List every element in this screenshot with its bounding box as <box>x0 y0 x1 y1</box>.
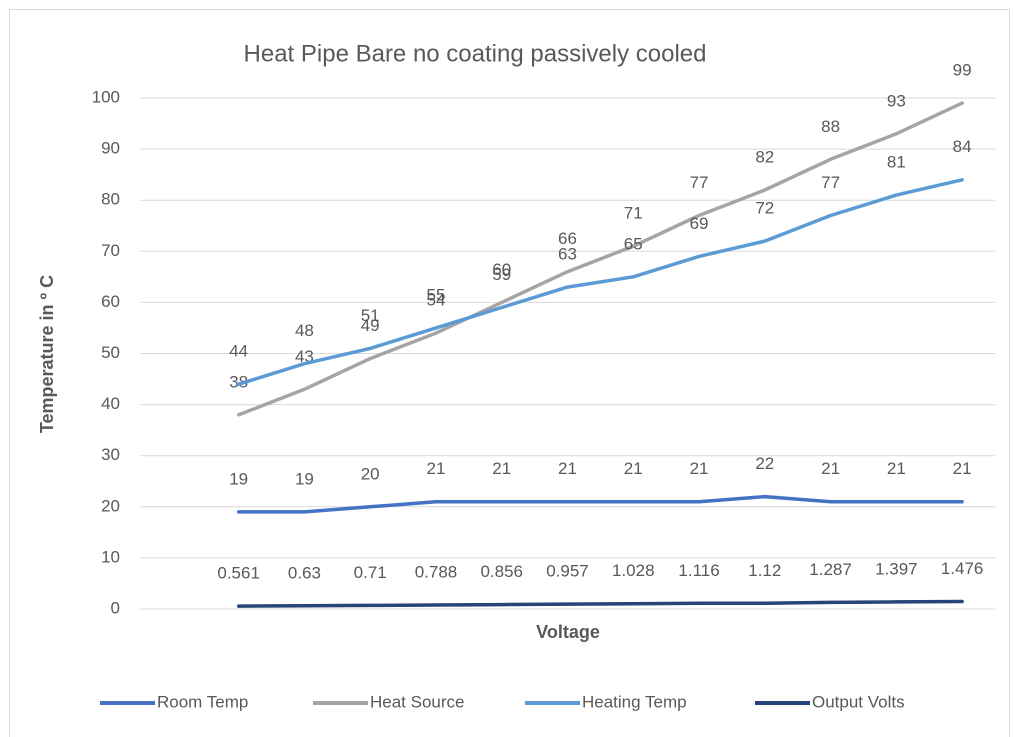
data-label: 88 <box>821 117 840 136</box>
y-tick-label: 70 <box>101 241 120 260</box>
y-tick-label: 30 <box>101 445 120 464</box>
chart-frame <box>9 9 1010 737</box>
data-label: 0.71 <box>354 563 387 582</box>
data-label: 20 <box>361 464 380 483</box>
data-label: 59 <box>492 265 511 284</box>
data-label: 72 <box>755 199 774 218</box>
y-tick-label: 60 <box>101 292 120 311</box>
data-label: 48 <box>295 321 314 340</box>
data-label: 1.028 <box>612 561 655 580</box>
data-label: 99 <box>953 61 972 80</box>
data-label: 22 <box>755 454 774 473</box>
data-label: 0.788 <box>415 562 458 581</box>
data-label: 0.63 <box>288 563 321 582</box>
y-tick-label: 100 <box>92 87 120 106</box>
data-label: 21 <box>887 459 906 478</box>
x-axis-title: Voltage <box>536 622 600 642</box>
data-label: 38 <box>229 372 248 391</box>
data-label: 0.856 <box>480 562 523 581</box>
data-label: 84 <box>953 137 972 156</box>
y-tick-label: 80 <box>101 190 120 209</box>
data-label: 51 <box>361 306 380 325</box>
y-tick-label: 90 <box>101 139 120 158</box>
data-label: 21 <box>821 459 840 478</box>
data-label: 0.561 <box>217 564 260 583</box>
data-label: 71 <box>624 204 643 223</box>
data-label: 21 <box>690 459 709 478</box>
series-line <box>236 494 964 514</box>
data-label: 21 <box>427 459 446 478</box>
y-tick-label: 0 <box>111 598 120 617</box>
series-line <box>236 101 964 417</box>
data-label: 1.12 <box>748 561 781 580</box>
data-label: 65 <box>624 234 643 253</box>
data-label: 19 <box>229 469 248 488</box>
data-label: 1.397 <box>875 559 918 578</box>
legend-label: Output Volts <box>812 692 905 711</box>
data-label: 82 <box>755 147 774 166</box>
legend-label: Heating Temp <box>582 692 687 711</box>
data-label: 54 <box>427 291 446 310</box>
data-label: 1.116 <box>678 561 719 580</box>
data-label: 1.476 <box>941 559 984 578</box>
data-label: 21 <box>492 459 511 478</box>
data-label: 66 <box>558 229 577 248</box>
data-label: 21 <box>953 459 972 478</box>
y-tick-label: 10 <box>101 547 120 566</box>
data-label: 0.957 <box>546 562 589 581</box>
series-line <box>236 178 964 386</box>
data-label: 77 <box>821 173 840 192</box>
y-tick-label: 50 <box>101 343 120 362</box>
data-label: 44 <box>229 342 248 361</box>
y-axis-title: Temperature in º C <box>37 275 57 433</box>
data-label: 69 <box>690 214 709 233</box>
chart-title: Heat Pipe Bare no coating passively cool… <box>244 40 707 67</box>
data-label: 1.287 <box>809 560 852 579</box>
data-label: 19 <box>295 469 314 488</box>
data-label: 77 <box>690 173 709 192</box>
legend-label: Heat Source <box>370 692 465 711</box>
data-label: 49 <box>361 316 380 335</box>
data-label: 93 <box>887 91 906 110</box>
legend-label: Room Temp <box>157 692 248 711</box>
data-label: 63 <box>558 245 577 264</box>
data-label: 60 <box>492 260 511 279</box>
data-label: 21 <box>558 459 577 478</box>
data-label: 81 <box>887 153 906 172</box>
data-label: 55 <box>427 285 446 304</box>
data-label: 21 <box>624 459 643 478</box>
series-line <box>236 599 964 608</box>
y-tick-label: 40 <box>101 394 120 413</box>
y-tick-label: 20 <box>101 496 120 515</box>
